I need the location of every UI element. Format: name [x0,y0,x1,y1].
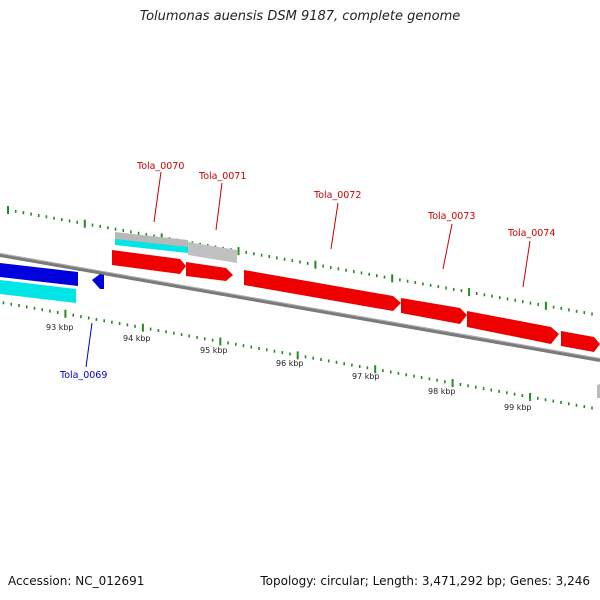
gene-tola-0071-forward[interactable] [186,262,233,281]
gene-tola-0075-forward[interactable] [561,331,600,352]
gene-tola-0068-cds[interactable] [0,280,76,303]
scale-label-96kbp: 96 kbp [276,359,304,368]
leader-tola-0074 [522,240,531,288]
gene-tola-0073-forward[interactable] [401,298,467,324]
feature-gray-lower[interactable] [188,242,237,263]
gene-tola-0069-reverse[interactable] [92,274,104,289]
scale-label-98kbp: 98 kbp [428,387,456,396]
feature-cds-cyan[interactable] [115,239,188,253]
gene-tola-0072-forward[interactable] [244,270,401,311]
gene-label-tola-0069[interactable]: Tola_0069 [59,370,107,381]
leader-tola-0070 [153,171,162,223]
gene-tola-0074-forward[interactable] [467,311,559,344]
gene-label-tola-0070[interactable]: Tola_0070 [136,161,184,172]
leader-tola-0073 [442,223,453,270]
scale-label-95kbp: 95 kbp [200,346,228,355]
map-title: Tolumonas auensis DSM 9187, complete gen… [139,9,461,24]
gene-label-tola-0071[interactable]: Tola_0071 [198,171,246,182]
feature-gray-upper[interactable] [115,232,188,248]
scale-label-94kbp: 94 kbp [123,334,151,343]
gene-tola-0068-reverse[interactable] [0,263,78,286]
gene-tola-0070-forward[interactable] [112,250,186,274]
gene-label-tola-0073[interactable]: Tola_0073 [427,211,475,222]
gene-label-tola-0072[interactable]: Tola_0072 [313,190,361,201]
leader-tola-0072 [330,202,339,250]
genome-backbone-highlight [0,253,600,359]
accession-text: Accession: NC_012691 [8,574,145,588]
scale-label-99kbp: 99 kbp [504,403,532,412]
outer-tick-ruler [7,206,593,316]
leader-tola-0071 [215,182,223,231]
gene-label-tola-0074[interactable]: Tola_0074 [507,228,555,239]
scale-label-93kbp: 93 kbp [46,323,74,332]
feature-gray-right-edge[interactable] [597,384,600,398]
scale-label-97kbp: 97 kbp [352,372,380,381]
genome-backbone [0,253,600,362]
leader-tola-0069 [85,322,93,368]
inner-tick-ruler [2,301,593,410]
genome-summary-text: Topology: circular; Length: 3,471,292 bp… [260,574,590,588]
